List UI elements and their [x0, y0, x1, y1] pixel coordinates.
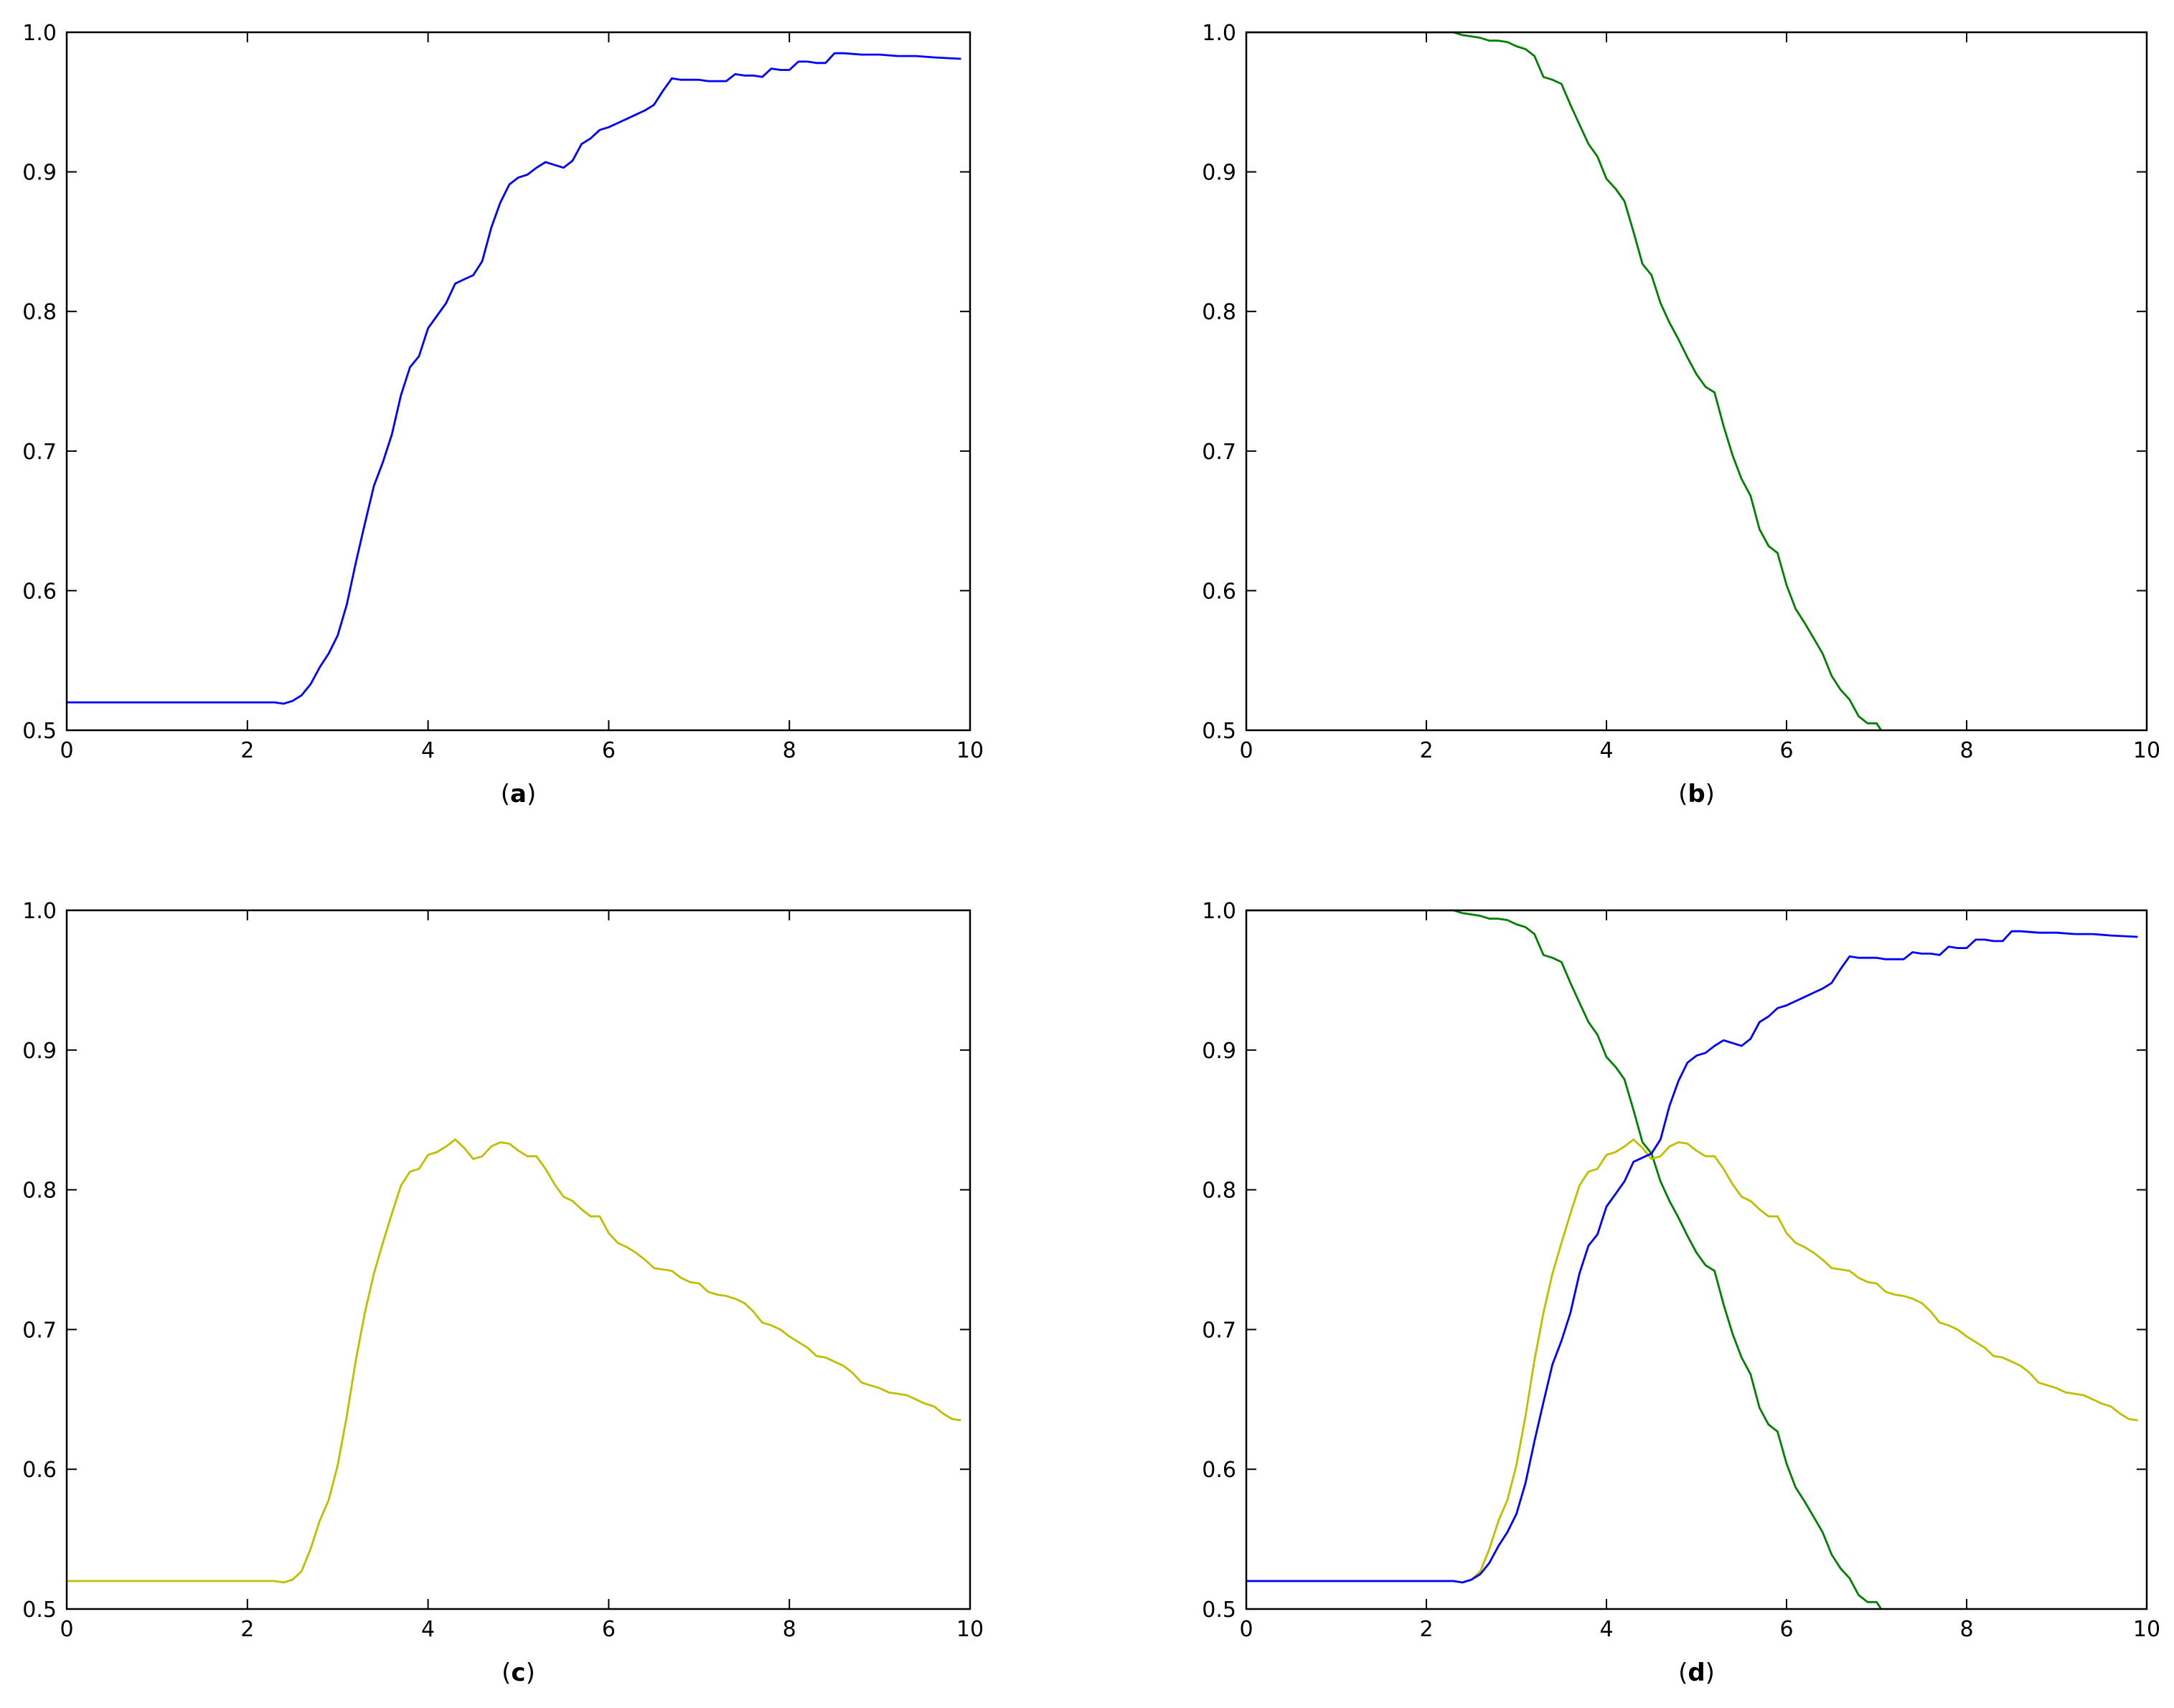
panel-d-series-1-line	[1246, 1138, 2138, 1584]
panel-c-ytick-label-3: 0.8	[22, 1179, 57, 1204]
panel-a-ytick-label-1: 0.6	[22, 579, 57, 604]
panel-a-ytick-label-5: 1.0	[22, 21, 57, 46]
panel-d-caption: (d)	[1678, 1659, 1715, 1687]
panel-d-ytick-label-2: 0.7	[1202, 1318, 1236, 1343]
panel-d-axes-frame	[1245, 909, 2148, 1610]
panel-b-caption: (b)	[1678, 780, 1715, 808]
panel-c-xtick-label-4: 8	[783, 1617, 796, 1642]
panel-b-caption-letter: b	[1688, 780, 1705, 808]
panel-a-xtick-label-4: 8	[783, 738, 796, 763]
panel-d: 0 2 4 6 8 10 0.5 0.6 0.7 0.8 0.9 1.0 (d)	[1202, 899, 2160, 1687]
panel-d-ytick-label-3: 0.8	[1202, 1179, 1236, 1204]
panel-b: 0 2 4 6 8 10 0.5 0.6 0.7 0.8 0.9 1.0 (b)	[1202, 21, 2160, 808]
panel-c-xtick-label-5: 10	[956, 1617, 984, 1642]
panel-a-ytick-label-0: 0.5	[22, 719, 57, 744]
panel-d-xtick-label-4: 8	[1959, 1617, 1973, 1642]
panel-b-xtick-label-2: 4	[1599, 738, 1613, 763]
panel-c-ytick-label-2: 0.7	[22, 1318, 57, 1343]
panel-b-ytick-label-3: 0.8	[1202, 300, 1236, 325]
panel-b-xtick-label-0: 0	[1239, 738, 1253, 763]
panel-b-xtick-label-3: 6	[1779, 738, 1793, 763]
panel-d-xtick-label-1: 2	[1419, 1617, 1433, 1642]
panel-a-caption-letter: a	[510, 780, 527, 808]
panel-b-caption-close: )	[1705, 780, 1715, 808]
panel-d-series-0-line	[1246, 910, 1882, 1609]
panel-b-xtick-label-5: 10	[2133, 738, 2160, 763]
panel-d-xtick-label-0: 0	[1239, 1617, 1253, 1642]
panel-a-ytick-label-4: 0.9	[22, 161, 57, 186]
panel-c-ytick-label-0: 0.5	[22, 1598, 57, 1623]
panel-d-ytick-label-1: 0.6	[1202, 1458, 1236, 1483]
panel-c-ytick-label-5: 1.0	[22, 899, 57, 924]
panel-c-caption: (c)	[502, 1659, 535, 1687]
panel-a-xtick-label-3: 6	[602, 738, 616, 763]
panel-a-ytick-label-3: 0.8	[22, 300, 57, 325]
panel-c-ytick-label-4: 0.9	[22, 1039, 57, 1064]
panel-d-ytick-label-4: 0.9	[1202, 1039, 1236, 1064]
panel-c-series-0-line	[67, 1138, 961, 1584]
panel-d-xtick-label-2: 4	[1599, 1617, 1613, 1642]
panel-c-xtick-label-2: 4	[421, 1617, 435, 1642]
panel-a-xtick-label-0: 0	[60, 738, 73, 763]
panel-b-caption-open: (	[1678, 780, 1688, 808]
panel-b-ytick-label-4: 0.9	[1202, 161, 1236, 186]
panel-d-xtick-label-3: 6	[1779, 1617, 1793, 1642]
panel-b-ytick-label-0: 0.5	[1202, 719, 1236, 744]
panel-b-xtick-label-4: 8	[1959, 738, 1973, 763]
panel-c-caption-close: )	[526, 1659, 535, 1687]
panel-c: 0 2 4 6 8 10 0.5 0.6 0.7 0.8 0.9 1.0 (c)	[22, 899, 984, 1687]
panel-c-xtick-label-3: 6	[602, 1617, 616, 1642]
panel-c-ytick-label-1: 0.6	[22, 1458, 57, 1483]
panel-c-xtick-label-0: 0	[60, 1617, 73, 1642]
panel-d-caption-letter: d	[1688, 1659, 1705, 1687]
panel-c-caption-letter: c	[511, 1659, 525, 1687]
panel-a-series-0-line	[67, 52, 961, 705]
panel-a-xtick-label-5: 10	[956, 738, 984, 763]
panel-a-caption: (a)	[501, 780, 536, 808]
panel-a-ytick-label-2: 0.7	[22, 440, 57, 465]
panel-d-caption-close: )	[1705, 1659, 1715, 1687]
panel-a-xtick-label-1: 2	[240, 738, 254, 763]
panel-b-ytick-label-5: 1.0	[1202, 21, 1236, 46]
panel-d-series-2-line	[1246, 930, 2138, 1584]
panel-b-ytick-label-2: 0.7	[1202, 440, 1236, 465]
panel-b-xtick-label-1: 2	[1419, 738, 1433, 763]
panel-b-axes-frame	[1245, 31, 2148, 732]
panel-a: 0 2 4 6 8 10 0.5 0.6 0.7 0.8 0.9 1.0 (a)	[22, 21, 984, 808]
panel-d-ytick-label-5: 1.0	[1202, 899, 1236, 924]
panel-d-ytick-label-0: 0.5	[1202, 1598, 1236, 1623]
panel-c-xtick-label-1: 2	[240, 1617, 254, 1642]
panel-d-caption-open: (	[1678, 1659, 1688, 1687]
panel-d-xtick-label-5: 10	[2133, 1617, 2160, 1642]
panel-a-caption-close: )	[527, 780, 536, 808]
panel-a-xtick-label-2: 4	[421, 738, 435, 763]
panel-c-caption-open: (	[502, 1659, 511, 1687]
panel-b-series-0-line	[1246, 32, 1882, 730]
panel-b-ytick-label-1: 0.6	[1202, 579, 1236, 604]
panel-c-axes-frame	[65, 909, 971, 1610]
panel-a-caption-open: (	[501, 780, 510, 808]
panel-a-axes-frame	[65, 31, 971, 732]
